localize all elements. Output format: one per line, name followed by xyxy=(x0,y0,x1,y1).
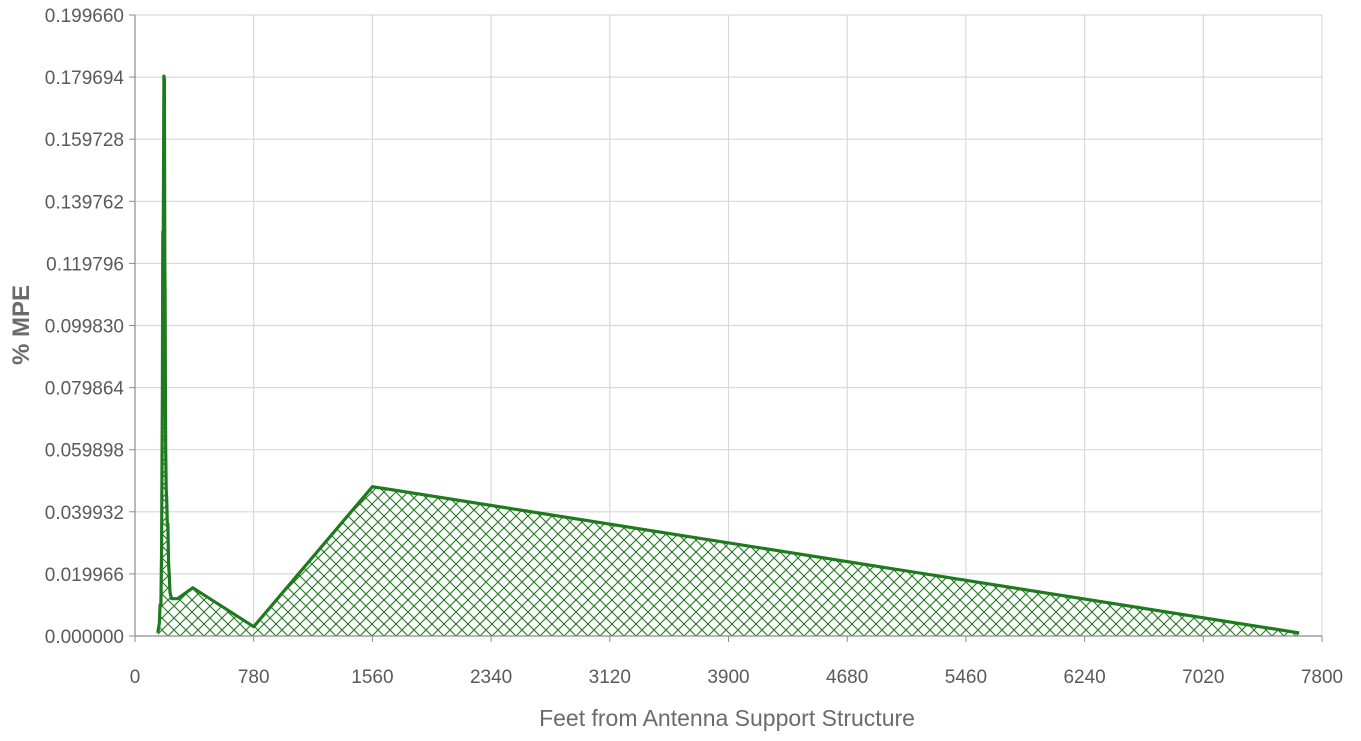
x-tick-label: 6240 xyxy=(1063,667,1105,688)
y-axis-title: % MPE xyxy=(8,285,35,365)
x-tick-label: 7800 xyxy=(1301,667,1343,688)
x-axis-title: Feet from Antenna Support Structure xyxy=(539,705,915,731)
x-tick-label: 3900 xyxy=(707,667,749,688)
x-tick-label: 0 xyxy=(130,667,141,688)
y-tick-label: 0.059898 xyxy=(45,441,124,462)
axes xyxy=(129,14,1323,642)
x-tick-label: 4680 xyxy=(826,667,868,688)
plot-area xyxy=(156,74,1300,637)
y-tick-label: 0.119796 xyxy=(46,254,124,275)
x-tick-label: 780 xyxy=(238,667,270,688)
y-tick-label: 0.099830 xyxy=(45,317,124,338)
y-tick-label: 0.179694 xyxy=(45,68,125,89)
y-tick-label: 0.019966 xyxy=(45,565,124,586)
x-tick-label: 3120 xyxy=(589,667,631,688)
x-tick-label: 1560 xyxy=(351,667,393,688)
x-tick-label: 7020 xyxy=(1182,667,1224,688)
x-tick-label: 5460 xyxy=(945,667,987,688)
y-tick-label: 0.159728 xyxy=(45,130,124,151)
y-tick-label: 0.000000 xyxy=(45,627,124,648)
series-line xyxy=(156,74,1300,635)
y-tick-label: 0.199660 xyxy=(45,6,124,27)
x-tick-label: 2340 xyxy=(470,667,512,688)
y-tick-label: 0.139762 xyxy=(45,192,124,213)
y-tick-label: 0.039932 xyxy=(45,503,124,524)
tick-labels: 0 780 1560 2340 3120 3900 4680 5460 6240 7020 7800… xyxy=(45,6,1343,688)
y-tick-label: 0.079864 xyxy=(45,379,125,400)
